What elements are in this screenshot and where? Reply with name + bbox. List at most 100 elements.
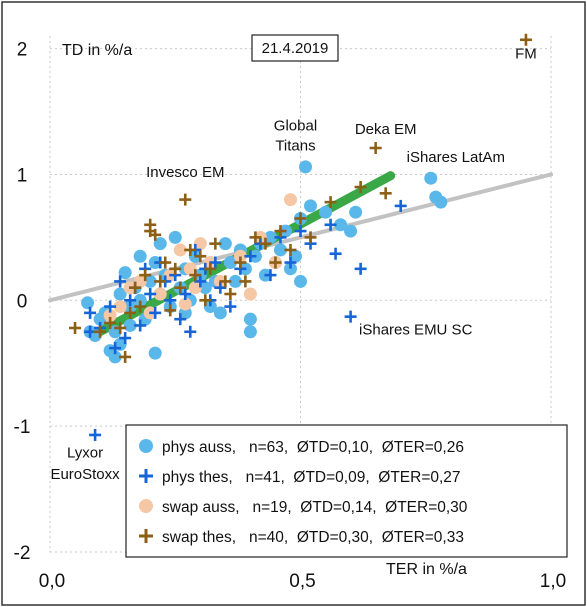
data-point: [269, 256, 282, 269]
data-point: [264, 269, 277, 282]
legend-box: [125, 424, 568, 558]
data-point: [188, 281, 202, 295]
annotation-label: EuroStoxx: [50, 466, 120, 483]
x-tick-label: 1,0: [540, 571, 566, 592]
data-point: [243, 312, 257, 326]
data-point: [334, 218, 348, 232]
data-point: [249, 231, 262, 244]
data-point: [424, 171, 438, 185]
data-point: [179, 288, 192, 300]
data-point: [394, 199, 407, 212]
data-point: [243, 287, 257, 301]
data-point: [519, 33, 532, 46]
data-point: [273, 243, 287, 257]
annotation-label: FM: [515, 46, 537, 63]
data-point: [123, 318, 137, 332]
data-point: [113, 287, 127, 301]
data-point: [114, 275, 127, 288]
data-point: [203, 300, 217, 314]
y-tick-label: 2: [17, 40, 28, 61]
data-point: [124, 294, 137, 307]
data-point: [94, 325, 107, 338]
data-point: [104, 316, 117, 329]
x-tick-label: 0,5: [289, 571, 315, 592]
date-label: 21.4.2019: [262, 40, 329, 57]
data-point: [168, 230, 182, 244]
data-points: [69, 33, 532, 441]
data-point: [239, 275, 252, 288]
data-point: [263, 230, 277, 244]
data-point: [134, 319, 147, 332]
data-point: [148, 346, 162, 360]
data-point: [304, 199, 318, 213]
data-point: [283, 262, 297, 276]
annotation-label: Titans: [275, 138, 315, 155]
data-point: [139, 269, 152, 282]
data-point: [283, 193, 297, 207]
data-point: [218, 237, 232, 251]
data-point: [124, 306, 137, 319]
legend-marker: [139, 499, 153, 513]
data-point: [103, 308, 117, 322]
data-point: [243, 325, 257, 339]
data-point: [154, 275, 167, 288]
legend-item: swap auss, n=19, ØTD=0,14, ØTER=0,30: [139, 499, 468, 516]
data-point: [143, 274, 157, 288]
legend-item: phys thes, n=41, ØTD=0,09, ØTER=0,27: [139, 469, 461, 486]
y-tick-label: 1: [17, 165, 28, 186]
data-point: [69, 321, 82, 334]
data-point: [319, 205, 333, 219]
data-point: [114, 321, 127, 334]
data-point: [149, 228, 162, 241]
data-point: [379, 187, 392, 200]
legend-label: phys thes, n=41, ØTD=0,09, ØTER=0,27: [162, 469, 461, 486]
data-point: [109, 342, 122, 355]
data-point: [354, 181, 367, 194]
annotation-label: Deka EM: [355, 121, 417, 138]
annotations: FM Global Titans Deka EM Invesco EM iShares L…: [50, 46, 536, 483]
data-point: [81, 296, 95, 310]
legend: phys auss, n=63, ØTD=0,10, ØTER=0,26 phys…: [125, 424, 568, 558]
data-point: [304, 231, 317, 244]
data-point: [174, 313, 187, 326]
date-box: 21.4.2019: [251, 34, 339, 62]
data-point: [214, 281, 227, 294]
data-point: [118, 266, 132, 280]
y-tick-label: 0: [17, 291, 28, 312]
data-point: [204, 262, 217, 275]
data-point: [129, 281, 142, 294]
data-point: [274, 225, 287, 238]
data-point: [134, 300, 147, 313]
data-point: [294, 225, 307, 238]
x-tick-label: 0,0: [39, 571, 65, 592]
data-point: [224, 300, 237, 313]
data-point: [369, 142, 382, 155]
data-point: [119, 350, 132, 363]
data-point: [198, 281, 212, 295]
data-point: [133, 274, 147, 288]
legend-label: swap thes, n=40, ØTD=0,30, ØTER=0,33: [162, 529, 464, 546]
annotation-label: Global: [274, 117, 317, 134]
data-point: [84, 306, 97, 319]
data-point: [149, 306, 162, 319]
data-point: [213, 306, 227, 320]
data-point: [133, 249, 147, 263]
data-point: [144, 288, 157, 300]
data-point: [184, 325, 197, 338]
reference-line: [48, 172, 553, 303]
data-point: [164, 294, 177, 307]
data-point: [324, 196, 337, 209]
data-point: [153, 237, 167, 251]
data-point: [144, 218, 157, 231]
data-point: [194, 275, 207, 288]
legend-marker: [139, 439, 153, 453]
data-point: [174, 281, 187, 294]
y-axis-label: TD in %/a: [62, 42, 132, 59]
data-point: [159, 256, 172, 269]
data-point: [189, 269, 202, 282]
data-point: [169, 262, 182, 275]
data-point: [223, 256, 237, 270]
data-point: [193, 237, 207, 251]
legend-label: swap auss, n=19, ØTD=0,14, ØTER=0,30: [162, 499, 468, 516]
